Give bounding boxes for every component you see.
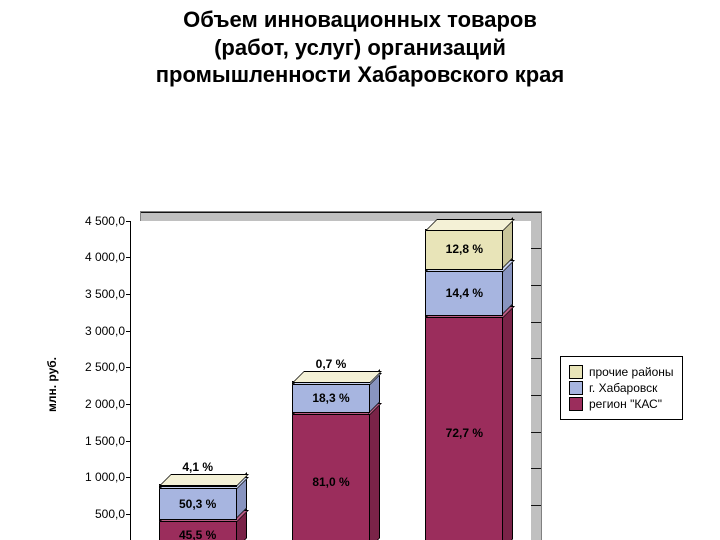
segment-face: [425, 229, 503, 270]
plot-area: -500,01 000,01 500,02 000,02 500,03 000,…: [130, 221, 531, 540]
y-axis-label: млн. руб.: [45, 357, 59, 412]
segment-other: 4,1 %: [159, 484, 237, 487]
legend-label: прочие районы: [589, 365, 674, 379]
segment-label: 4,1 %: [159, 460, 237, 474]
ytick-label: 2 000,0: [85, 397, 131, 411]
segment-khab: 18,3 %: [292, 383, 370, 414]
segment-other: 0,7 %: [292, 381, 370, 382]
segment-face: [292, 413, 370, 540]
bar-2006: 72,7 %14,4 %12,8 %: [425, 229, 503, 540]
segment-face: [425, 270, 503, 316]
segment-top: [159, 474, 249, 486]
segment-top: [292, 371, 382, 383]
ytick-label: 2 500,0: [85, 360, 131, 374]
ytick-label: 3 000,0: [85, 324, 131, 338]
legend-swatch: [569, 365, 583, 379]
ytick-label: 4 000,0: [85, 250, 131, 264]
segment-kas: 72,7 %: [425, 316, 503, 540]
legend-item-khab: г. Хабаровск: [569, 381, 674, 395]
segment-khab: 50,3 %: [159, 487, 237, 520]
segment-kas: 45,5 %: [159, 520, 237, 540]
legend-label: г. Хабаровск: [589, 381, 657, 395]
legend-item-other: прочие районы: [569, 365, 674, 379]
ytick-label: 4 500,0: [85, 214, 131, 228]
segment-face: [159, 487, 237, 520]
legend-swatch: [569, 381, 583, 395]
ytick-label: 1 000,0: [85, 470, 131, 484]
bar-2004: 45,5 %50,3 %4,1 %: [159, 484, 237, 540]
chart-title: Объем инновационных товаров(работ, услуг…: [0, 0, 720, 91]
segment-other: 12,8 %: [425, 229, 503, 270]
legend: прочие районы г. Хабаровск регион "КАС": [560, 356, 683, 420]
segment-kas: 81,0 %: [292, 413, 370, 540]
segment-label: 0,7 %: [292, 357, 370, 371]
bar-2005: 81,0 %18,3 %0,7 %: [292, 381, 370, 540]
segment-khab: 14,4 %: [425, 270, 503, 316]
segment-face: [292, 383, 370, 414]
ytick-label: 3 500,0: [85, 287, 131, 301]
legend-item-kas: регион "КАС": [569, 397, 674, 411]
segment-face: [159, 520, 237, 540]
gridline: [141, 212, 541, 213]
segment-face: [425, 316, 503, 540]
legend-swatch: [569, 397, 583, 411]
segment-top: [425, 219, 515, 231]
legend-label: регион "КАС": [589, 397, 662, 411]
ytick-label: 500,0: [95, 507, 131, 521]
ytick-label: 1 500,0: [85, 434, 131, 448]
